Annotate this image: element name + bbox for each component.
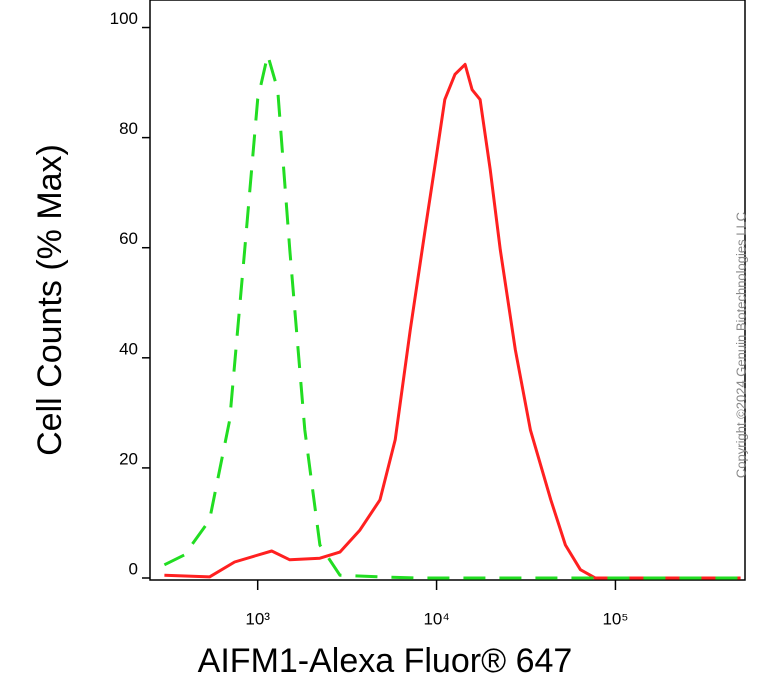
copyright: Copyright ©2024 Genuin Biotechnologies L…	[733, 212, 748, 478]
x-tick-label: 10⁴	[423, 609, 449, 628]
x-tick-label: 10⁵	[602, 609, 628, 628]
x-tick-label: 10³	[245, 609, 270, 628]
y-tick-label: 40	[119, 339, 138, 358]
y-tick-label: 20	[119, 449, 138, 468]
y-tick-label: 100	[110, 9, 138, 28]
series-line	[163, 53, 741, 580]
y-tick-label: 80	[119, 119, 138, 138]
y-tick-label: 60	[119, 229, 138, 248]
x-axis-label: AIFM1-Alexa Fluor® 647	[198, 642, 573, 680]
y-axis-label: Cell Counts (% Max)	[31, 144, 69, 456]
plot-frame	[149, 0, 746, 581]
y-tick-label: 0	[129, 559, 138, 578]
series-line	[164, 62, 741, 580]
